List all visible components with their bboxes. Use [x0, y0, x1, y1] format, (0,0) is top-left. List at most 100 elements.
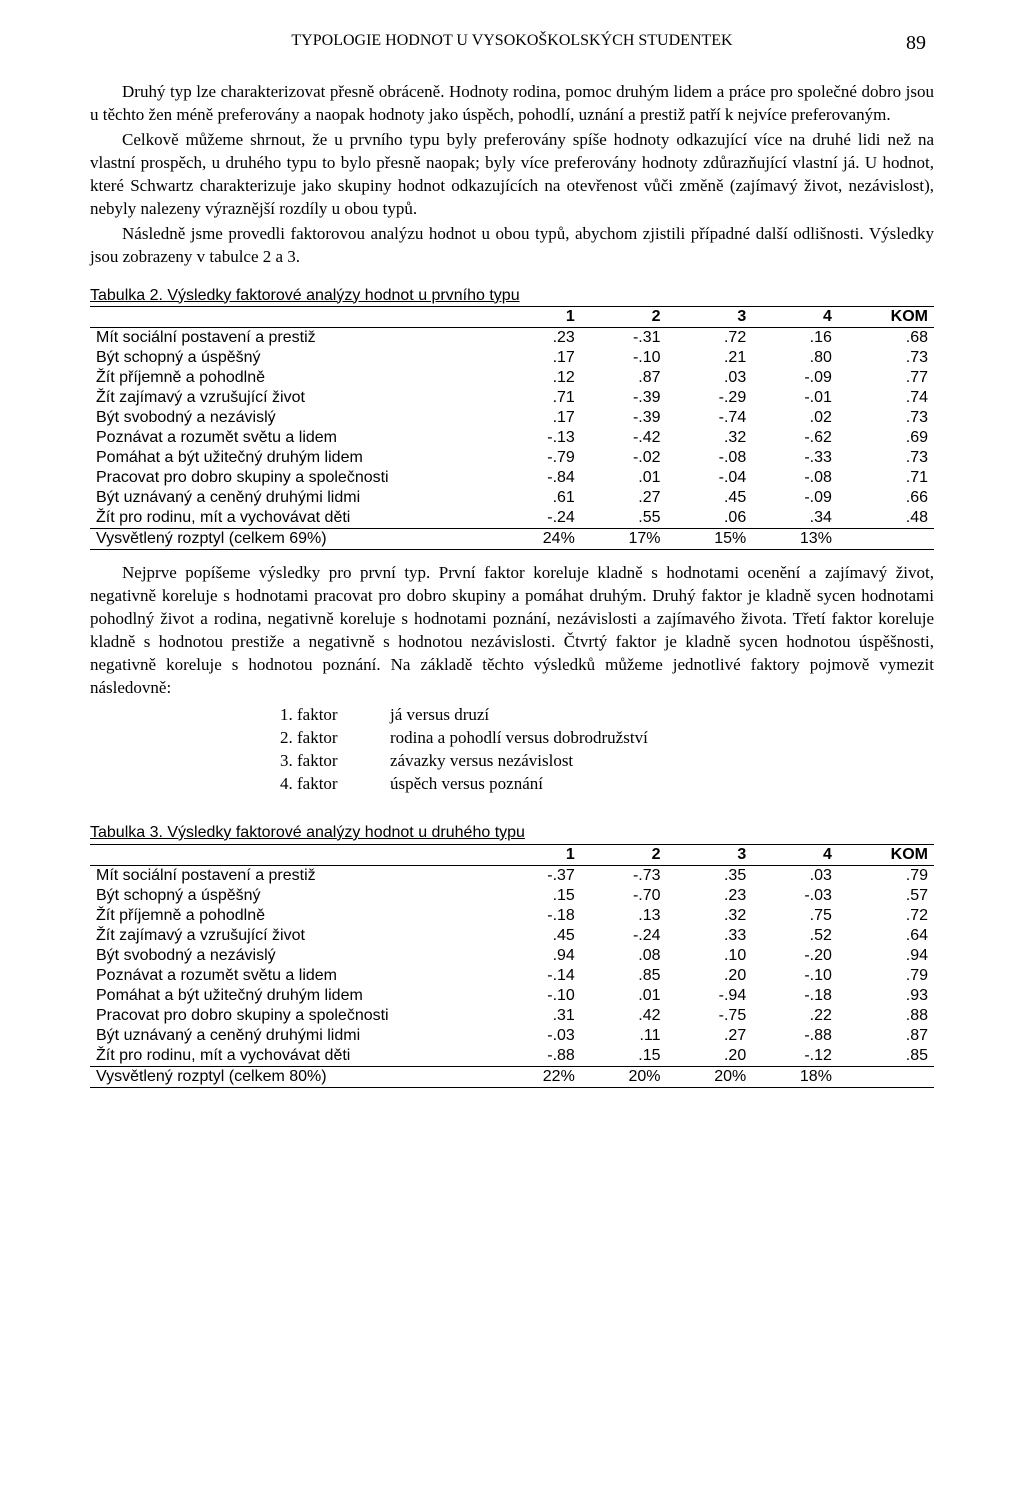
table-cell: .32 [667, 906, 753, 926]
table-cell: .87 [581, 368, 667, 388]
table-cell: Být uznávaný a ceněný druhými lidmi [90, 488, 495, 508]
table-cell: .69 [838, 428, 934, 448]
table-cell: .33 [667, 926, 753, 946]
table3-header-row: 1 2 3 4 KOM [90, 844, 934, 865]
table-cell: Žít příjemně a pohodlně [90, 906, 495, 926]
table-cell: .23 [667, 886, 753, 906]
table-cell: -.18 [495, 906, 581, 926]
table-cell: .20 [667, 966, 753, 986]
table-cell: Pomáhat a být užitečný druhým lidem [90, 448, 495, 468]
table-cell: 22% [495, 1066, 581, 1087]
table-row: Pracovat pro dobro skupiny a společnosti… [90, 468, 934, 488]
table-cell: Být uznávaný a ceněný druhými lidmi [90, 1026, 495, 1046]
table-row: Žít příjemně a pohodlně.12.87.03-.09.77 [90, 368, 934, 388]
table-cell: -.08 [752, 468, 838, 488]
table-cell: .12 [495, 368, 581, 388]
table-cell: .45 [495, 926, 581, 946]
table-cell: -.74 [667, 408, 753, 428]
table-row: Žít zajímavý a vzrušující život.71-.39-.… [90, 388, 934, 408]
table-cell: .06 [667, 508, 753, 529]
table-cell: -.75 [667, 1006, 753, 1026]
table-cell: -.02 [581, 448, 667, 468]
col-header: 4 [752, 844, 838, 865]
table-cell: .45 [667, 488, 753, 508]
table-cell: .20 [667, 1046, 753, 1067]
table-cell: -.79 [495, 448, 581, 468]
table-cell: .01 [581, 986, 667, 1006]
table-row: Mít sociální postavení a prestiž-.37-.73… [90, 865, 934, 886]
col-header [90, 307, 495, 328]
table-cell: .79 [838, 966, 934, 986]
table-cell: .73 [838, 448, 934, 468]
table-cell: Poznávat a rozumět světu a lidem [90, 428, 495, 448]
table-cell: .73 [838, 348, 934, 368]
paragraph: Následně jsme provedli faktorovou analýz… [90, 223, 934, 269]
col-header: 3 [667, 307, 753, 328]
table-cell: -.04 [667, 468, 753, 488]
table-cell: Žít zajímavý a vzrušující život [90, 388, 495, 408]
table-cell: -.37 [495, 865, 581, 886]
table-cell: .13 [581, 906, 667, 926]
table-cell: .94 [838, 946, 934, 966]
table-cell: -.10 [581, 348, 667, 368]
table-cell: .88 [838, 1006, 934, 1026]
table-footer-row: Vysvětlený rozptyl (celkem 69%)24%17%15%… [90, 529, 934, 550]
table-cell: .87 [838, 1026, 934, 1046]
table2-caption: Tabulka 2. Výsledky faktorové analýzy ho… [90, 285, 520, 307]
table-row: Být svobodný a nezávislý.94.08.10-.20.94 [90, 946, 934, 966]
table-cell: .52 [752, 926, 838, 946]
col-header: 1 [495, 307, 581, 328]
factor-list: 1. faktorjá versus druzí2. faktorrodina … [90, 704, 934, 796]
table2-body: Mít sociální postavení a prestiž.23-.31.… [90, 328, 934, 550]
factor-list-item: 4. faktorúspěch versus poznání [90, 773, 934, 796]
factor-desc: rodina a pohodlí versus dobrodružství [390, 727, 934, 750]
table-cell: -.84 [495, 468, 581, 488]
table3-caption: Tabulka 3. Výsledky faktorové analýzy ho… [90, 822, 525, 844]
table-cell: -.73 [581, 865, 667, 886]
factor-list-item: 3. faktorzávazky versus nezávislost [90, 750, 934, 773]
table-cell: Být schopný a úspěšný [90, 886, 495, 906]
table-footer-row: Vysvětlený rozptyl (celkem 80%)22%20%20%… [90, 1066, 934, 1087]
table-row: Žít pro rodinu, mít a vychovávat děti-.2… [90, 508, 934, 529]
table-cell: .01 [581, 468, 667, 488]
table-row: Poznávat a rozumět světu a lidem-.13-.42… [90, 428, 934, 448]
table-cell: -.24 [495, 508, 581, 529]
table-cell: -.88 [495, 1046, 581, 1067]
table-cell: .72 [667, 328, 753, 349]
table-cell: .72 [838, 906, 934, 926]
table-cell: Pomáhat a být užitečný druhým lidem [90, 986, 495, 1006]
table-cell: -.18 [752, 986, 838, 1006]
running-title: TYPOLOGIE HODNOT U VYSOKOŠKOLSKÝCH STUDE… [158, 30, 866, 57]
col-header: 3 [667, 844, 753, 865]
table-cell: -.39 [581, 388, 667, 408]
table-cell: .03 [667, 368, 753, 388]
table-cell: -.20 [752, 946, 838, 966]
table-cell: 17% [581, 529, 667, 550]
col-header: KOM [838, 307, 934, 328]
table-cell: 20% [667, 1066, 753, 1087]
table-cell: .32 [667, 428, 753, 448]
table-cell: Vysvětlený rozptyl (celkem 80%) [90, 1066, 495, 1087]
table-cell: .08 [581, 946, 667, 966]
table-row: Žít příjemně a pohodlně-.18.13.32.75.72 [90, 906, 934, 926]
table-cell: .23 [495, 328, 581, 349]
table-cell: .64 [838, 926, 934, 946]
table-row: Žít zajímavý a vzrušující život.45-.24.3… [90, 926, 934, 946]
table-cell: 13% [752, 529, 838, 550]
table-cell: Poznávat a rozumět světu a lidem [90, 966, 495, 986]
table-cell: Být svobodný a nezávislý [90, 946, 495, 966]
table-cell: -.14 [495, 966, 581, 986]
table-row: Být svobodný a nezávislý.17-.39-.74.02.7… [90, 408, 934, 428]
table-cell: .17 [495, 348, 581, 368]
table-cell: .17 [495, 408, 581, 428]
running-header: TYPOLOGIE HODNOT U VYSOKOŠKOLSKÝCH STUDE… [90, 30, 934, 57]
table-row: Pracovat pro dobro skupiny a společnosti… [90, 1006, 934, 1026]
table-cell: -.31 [581, 328, 667, 349]
table-cell: -.94 [667, 986, 753, 1006]
table-cell: .16 [752, 328, 838, 349]
table-cell: -.29 [667, 388, 753, 408]
table-cell: Žít příjemně a pohodlně [90, 368, 495, 388]
col-header: 4 [752, 307, 838, 328]
table-cell: -.03 [752, 886, 838, 906]
table-cell: Žít pro rodinu, mít a vychovávat děti [90, 1046, 495, 1067]
